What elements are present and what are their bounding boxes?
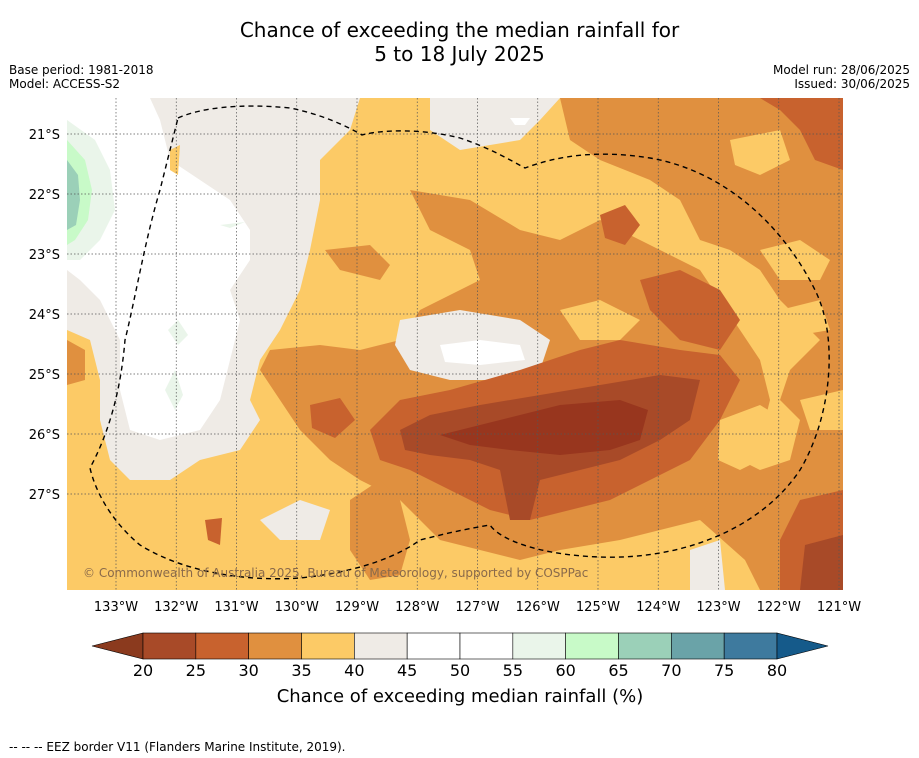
colorbar-segment xyxy=(195,632,249,660)
colorbar-tick-label: 80 xyxy=(767,661,787,680)
latitude-labels: 21°S 22°S 23°S 24°S 25°S 26°S 27°S xyxy=(29,128,60,503)
band-35-40-patch-north-strip xyxy=(170,145,180,175)
band-below-20-core xyxy=(440,400,648,455)
band-35-40-patch-southeast xyxy=(718,405,785,470)
colorbar-tick-label: 40 xyxy=(344,661,364,680)
longitude-label: 129°W xyxy=(335,600,379,615)
longitude-label: 130°W xyxy=(275,600,319,615)
band-25-30-patch-southwest xyxy=(205,518,222,545)
latitude-label: 23°S xyxy=(29,248,60,263)
band-40-45-southeast xyxy=(690,540,725,590)
band-25-30-northeast xyxy=(760,98,843,170)
band-40-45-north xyxy=(360,98,560,150)
band-40-45-south xyxy=(260,500,330,540)
map-title: Chance of exceeding the median rainfall … xyxy=(0,18,919,66)
eez-border xyxy=(89,105,830,580)
colorbar-segment xyxy=(723,632,778,660)
longitude-labels: 133°W 132°W 131°W 130°W 129°W 128°W 127°W 126°W… xyxy=(94,600,861,615)
band-45-55-west xyxy=(67,98,250,440)
model-run: Model run: 28/06/2025 xyxy=(772,63,910,77)
colorbar-tick-labels: 20 25 30 35 40 45 50 55 60 65 70 75 80 xyxy=(133,661,787,680)
longitude-label: 133°W xyxy=(94,600,138,615)
model-name: Model: ACCESS-S2 xyxy=(9,77,121,91)
colorbar xyxy=(91,632,829,660)
band-25-30-patch-west xyxy=(310,398,355,438)
colorbar-tick-label: 60 xyxy=(555,661,575,680)
longitude-label: 128°W xyxy=(395,600,439,615)
colorbar-segment xyxy=(142,632,197,660)
longitude-label: 122°W xyxy=(757,600,801,615)
band-45-55-center xyxy=(440,340,525,365)
latitude-label: 27°S xyxy=(29,488,60,503)
longitude-label: 132°W xyxy=(154,600,198,615)
longitude-label: 121°W xyxy=(817,600,861,615)
longitude-label: 126°W xyxy=(516,600,560,615)
band-35-40-patch-northeast xyxy=(730,130,790,175)
band-65-70-west xyxy=(67,160,80,230)
colorbar-segment xyxy=(248,632,302,660)
colorbar-tick-label: 30 xyxy=(238,661,258,680)
colorbar-segment xyxy=(354,632,408,660)
eez-footnote: -- -- -- EEZ border V11 (Flanders Marine… xyxy=(9,740,346,754)
title-line-1: Chance of exceeding the median rainfall … xyxy=(239,18,680,42)
latitude-label: 25°S xyxy=(29,368,60,383)
latitude-label: 21°S xyxy=(29,128,60,143)
colorbar-under-arrow xyxy=(91,632,144,660)
colorbar-tick-label: 65 xyxy=(608,661,628,680)
longitude-label: 127°W xyxy=(455,600,499,615)
colorbar-label: Chance of exceeding median rainfall (%) xyxy=(277,686,644,707)
colorbar-tick-label: 35 xyxy=(291,661,311,680)
colorbar-tick-label: 75 xyxy=(714,661,734,680)
meta-right: Model run: 28/06/2025 Issued: 30/06/2025 xyxy=(773,63,910,91)
title-line-2: 5 to 18 July 2025 xyxy=(374,42,545,66)
band-25-30-patch-north xyxy=(600,205,640,245)
longitude-label: 124°W xyxy=(636,600,680,615)
colorbar-segment xyxy=(671,632,725,660)
longitude-label: 123°W xyxy=(696,600,740,615)
colorbar-tick-label: 55 xyxy=(503,661,523,680)
copyright-text: © Commonwealth of Australia 2025, Bureau… xyxy=(83,566,588,580)
colorbar-segment xyxy=(512,632,566,660)
band-35-40-patch-east xyxy=(760,240,830,280)
colorbar-segment xyxy=(618,632,672,660)
colorbar-segment xyxy=(459,632,514,660)
band-20-25-southeast xyxy=(800,535,843,590)
longitude-label: 131°W xyxy=(214,600,258,615)
colorbar-tick-label: 20 xyxy=(133,661,153,680)
colorbar-tick-label: 25 xyxy=(186,661,206,680)
band-30-35-east xyxy=(560,98,843,590)
band-35-40-patch-east-3 xyxy=(800,390,843,430)
colorbar-segment xyxy=(565,632,619,660)
band-35-40-patch-east-2 xyxy=(780,300,830,335)
colorbar-tick-label: 45 xyxy=(397,661,417,680)
base-period: Base period: 1981-2018 xyxy=(9,63,154,77)
colorbar-tick-label: 50 xyxy=(450,661,470,680)
latitude-label: 24°S xyxy=(29,308,60,323)
graticule xyxy=(67,98,843,590)
meta-left: Base period: 1981-2018 Model: ACCESS-S2 xyxy=(9,63,154,91)
band-35-40-patch-center xyxy=(560,300,640,340)
band-30-35-south xyxy=(350,480,410,580)
issued-date: Issued: 30/06/2025 xyxy=(794,77,910,91)
latitude-label: 26°S xyxy=(29,428,60,443)
band-55-60-patch-b xyxy=(165,370,183,410)
colorbar-segment xyxy=(301,632,355,660)
band-25-30-patch-east xyxy=(640,270,740,350)
latitude-label: 22°S xyxy=(29,188,60,203)
band-55-60-patch-a xyxy=(168,320,188,345)
map-plot-area xyxy=(67,98,843,590)
colorbar-over-arrow xyxy=(776,632,829,660)
longitude-label: 125°W xyxy=(576,600,620,615)
colorbar-tick-label: 70 xyxy=(661,661,681,680)
band-55-60-patch-c xyxy=(220,222,245,228)
colorbar-segment xyxy=(406,632,461,660)
band-45-55-north xyxy=(510,118,530,125)
